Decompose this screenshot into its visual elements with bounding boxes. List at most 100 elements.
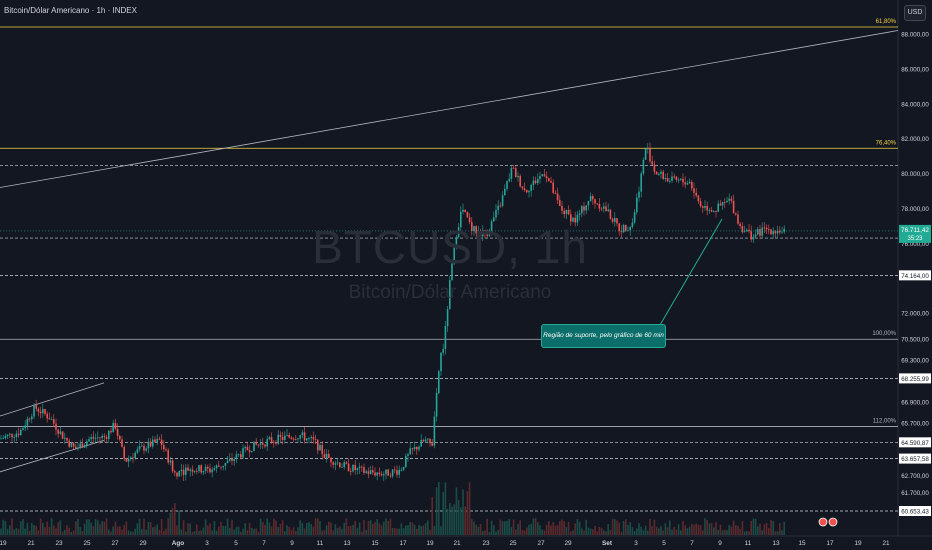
candle-body: [182, 469, 185, 475]
trendline[interactable]: [0, 382, 105, 417]
candle-body: [409, 448, 411, 455]
volume-bar: [691, 524, 693, 535]
volume-bar: [112, 526, 114, 535]
candle-body: [543, 174, 546, 177]
volume-bar: [77, 518, 79, 535]
volume-bar: [323, 530, 326, 535]
trendline[interactable]: [0, 440, 105, 473]
volume-bar: [235, 527, 238, 535]
volume-bar: [776, 531, 779, 535]
volume-bar: [561, 519, 563, 535]
volume-bar: [471, 519, 473, 535]
volume-bar: [702, 530, 704, 535]
volume-bar: [510, 526, 513, 535]
candle-body: [431, 443, 433, 446]
candle-body: [735, 213, 737, 215]
candle-body: [101, 435, 103, 439]
price-level-tag[interactable]: 64.590,87: [901, 440, 929, 447]
candle-body: [295, 439, 297, 441]
volume-bar: [550, 525, 552, 535]
candle-body: [352, 465, 354, 472]
volume-bar: [339, 526, 341, 535]
volume-bar: [409, 522, 411, 535]
candle-body: [361, 466, 363, 468]
trendline[interactable]: [0, 30, 899, 188]
volume-bar: [0, 528, 2, 535]
volume-bar: [391, 527, 394, 535]
candle-body: [451, 263, 453, 281]
volume-bar: [365, 530, 367, 535]
volume-bar: [123, 524, 125, 535]
candle-body: [556, 193, 559, 201]
price-axis-label: 88.000,00: [901, 32, 929, 39]
volume-bar: [251, 527, 253, 535]
volume-bar: [772, 521, 774, 535]
candle-body: [387, 469, 389, 476]
volume-bar: [207, 525, 209, 535]
economic-event-icon[interactable]: [818, 517, 828, 527]
volume-bar: [757, 526, 759, 535]
volume-bar: [9, 525, 11, 535]
volume-bar: [682, 521, 684, 535]
candle-body: [134, 452, 136, 459]
candle-body: [748, 229, 750, 232]
volume-bar: [152, 527, 154, 535]
price-level-tag[interactable]: 63.657,58: [901, 456, 929, 463]
candle-body: [510, 167, 513, 179]
candle-body: [486, 234, 488, 236]
volume-bar: [174, 503, 176, 535]
support-annotation[interactable]: Região de suporte, pelo gráfico de 60 mi…: [541, 324, 666, 348]
candle-body: [625, 224, 627, 231]
volume-bar: [286, 525, 288, 535]
candle-body: [673, 176, 675, 178]
candle-body: [220, 466, 222, 468]
time-axis-label: 17: [399, 540, 407, 547]
candle-body: [713, 211, 715, 212]
candle-body: [770, 229, 772, 235]
price-level-tag[interactable]: 74.164,00: [901, 273, 929, 280]
candle-body: [413, 446, 416, 450]
volume-bar: [83, 523, 86, 535]
time-axis-label: 23: [482, 540, 490, 547]
volume-bar: [156, 524, 158, 535]
candle-body: [138, 446, 141, 450]
volume-bar: [13, 529, 15, 535]
candle-body: [603, 206, 605, 209]
volume-bar: [765, 522, 768, 535]
volume-bar: [308, 522, 310, 535]
volume-bar: [587, 527, 590, 535]
candle-body: [499, 205, 502, 207]
volume-bar: [433, 525, 436, 535]
time-axis-label: 17: [826, 540, 834, 547]
volume-bar: [735, 525, 737, 535]
candle-body: [314, 439, 317, 441]
volume-bar: [160, 519, 163, 535]
volume-bar: [501, 521, 504, 535]
volume-bar: [103, 521, 106, 535]
volume-bar: [493, 525, 495, 535]
candle-body: [4, 436, 7, 439]
fib-level-label: 76,40%: [876, 140, 897, 146]
price-level-tag[interactable]: 68.255,99: [901, 376, 929, 383]
time-axis-label: 19: [0, 540, 7, 547]
economic-event-icon[interactable]: [828, 517, 838, 527]
candle-body: [152, 439, 154, 447]
candle-body: [732, 200, 735, 214]
annotation-pointer: [659, 218, 723, 326]
candle-body: [669, 180, 671, 182]
volume-bar: [116, 526, 119, 535]
candle-body: [385, 469, 387, 475]
volume-bar: [530, 523, 532, 535]
candle-body: [24, 425, 26, 429]
volume-bar: [218, 526, 220, 535]
volume-bar: [713, 527, 715, 535]
candle-body: [677, 179, 680, 181]
volume-bar: [570, 531, 572, 535]
volume-bar: [136, 523, 139, 535]
price-level-tag[interactable]: 60.653,43: [901, 509, 929, 516]
candle-body: [442, 349, 444, 353]
currency-button[interactable]: USD: [904, 5, 926, 21]
volume-bar: [374, 522, 376, 535]
